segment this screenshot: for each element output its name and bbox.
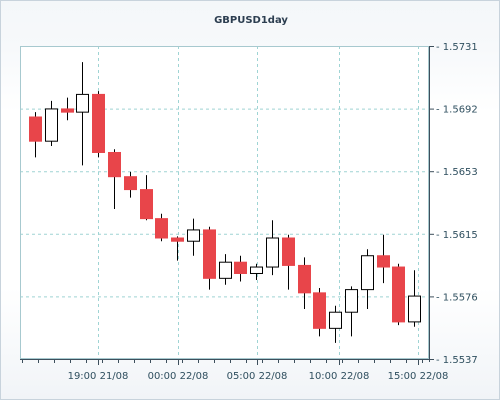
candle-body: [187, 229, 200, 242]
candle-body: [124, 176, 137, 191]
candle-body: [377, 255, 390, 268]
bullish-candle: [329, 305, 342, 343]
bearish-candle: [171, 236, 184, 261]
y-tick-label: - 1.5537: [436, 355, 478, 366]
candle-body: [282, 237, 295, 266]
candle-body: [219, 261, 232, 279]
x-tick-label: 19:00 21/08: [68, 371, 129, 382]
candle-body: [313, 292, 326, 329]
bearish-candle: [108, 149, 121, 209]
bullish-candle: [219, 254, 232, 285]
bullish-candle: [345, 286, 358, 337]
bullish-candle: [45, 100, 58, 147]
bearish-candle: [92, 91, 105, 158]
chart-title: GBPUSD1day: [214, 15, 288, 26]
bearish-candle: [124, 171, 137, 198]
y-tick-label: - 1.5692: [436, 105, 478, 116]
y-tick-label: - 1.5653: [436, 167, 478, 178]
y-tick-label: - 1.5576: [436, 292, 478, 303]
x-tick-label: 10:00 22/08: [309, 371, 370, 382]
candle-body: [171, 237, 184, 242]
plot-border: [20, 46, 429, 359]
candle-body: [392, 266, 405, 323]
candle-body: [155, 218, 168, 239]
bearish-candle: [298, 257, 311, 309]
bearish-candle: [61, 97, 74, 121]
candle-body: [329, 311, 342, 329]
bearish-candle: [377, 234, 390, 284]
plot-area: [20, 46, 429, 359]
bullish-candle: [408, 270, 421, 327]
candle-body: [298, 264, 311, 294]
x-tick-label: 15:00 22/08: [388, 371, 449, 382]
candle-body: [29, 116, 42, 142]
candle-body: [234, 261, 247, 274]
candle-body: [45, 108, 58, 142]
bullish-candle: [266, 220, 279, 276]
candle-body: [408, 295, 421, 323]
candle-body: [61, 108, 74, 113]
candle-body: [76, 93, 89, 113]
y-tick-label: - 1.5731: [436, 42, 478, 53]
candle-body: [140, 189, 153, 220]
bullish-candle: [250, 263, 263, 280]
candle-body: [345, 289, 358, 313]
y-tick-label: - 1.5615: [436, 230, 478, 241]
bearish-candle: [282, 234, 295, 290]
candle-body: [361, 255, 374, 291]
bearish-candle: [392, 263, 405, 326]
bearish-candle: [140, 175, 153, 221]
bearish-candle: [155, 213, 168, 242]
bearish-candle: [234, 255, 247, 282]
bullish-candle: [361, 249, 374, 309]
candle-body: [203, 229, 216, 279]
x-tick-label: 00:00 22/08: [148, 371, 209, 382]
candle-body: [250, 266, 263, 274]
bullish-candle: [187, 218, 200, 256]
bearish-candle: [313, 288, 326, 337]
candle-body: [266, 237, 279, 268]
bullish-candle: [76, 62, 89, 166]
bearish-candle: [203, 226, 216, 290]
bearish-candle: [29, 112, 42, 158]
x-tick-label: 05:00 22/08: [227, 371, 288, 382]
candle-body: [92, 93, 105, 153]
candle-body: [108, 151, 121, 178]
